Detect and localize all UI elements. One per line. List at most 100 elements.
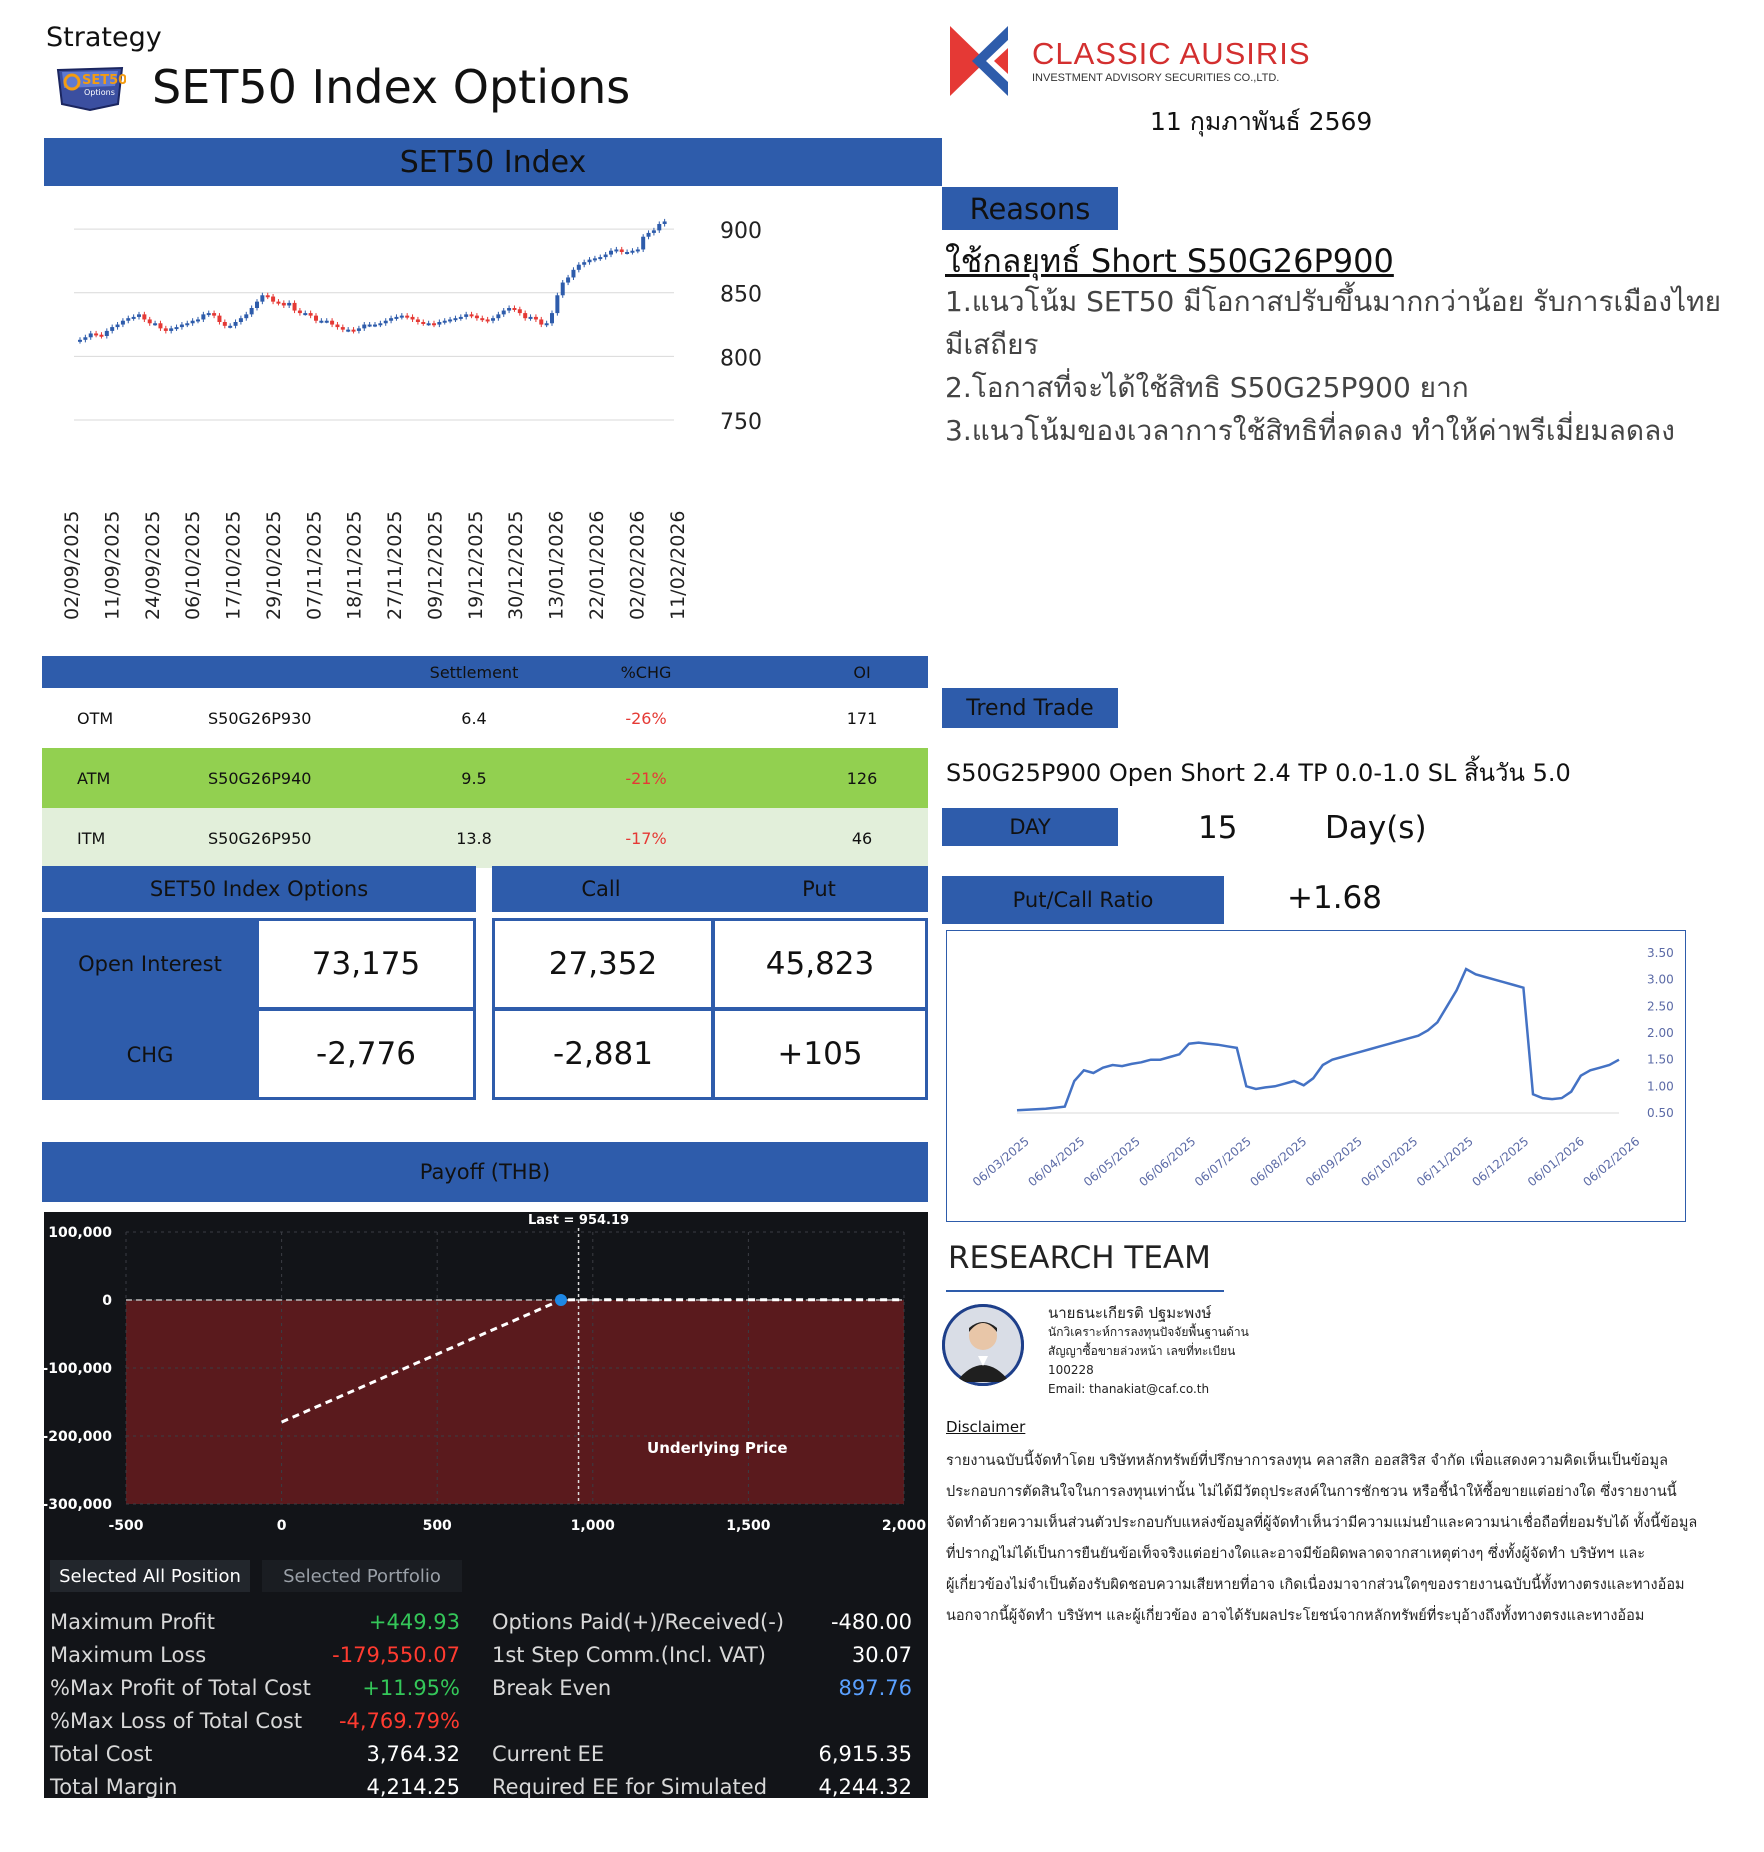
candle-body [507,308,512,311]
candle-body [641,236,646,250]
last-price-label: Last = 954.19 [528,1213,629,1228]
disclaimer-line: รายงานฉบับนี้จัดทำโดย บริษัทหลักทรัพย์ที… [946,1453,1668,1469]
candle-body [228,325,233,328]
y-tick-label: 800 [720,346,762,371]
index-chart-header: SET50 Index [44,138,942,186]
x-tick-label: 06/05/2025 [1081,1134,1143,1189]
candle-body [287,302,292,306]
analyst-email[interactable]: Email: thanakiat@caf.co.th [1048,1382,1210,1396]
open-interest-label: Open Interest [78,951,222,976]
candle-body [410,316,415,320]
tab-selected-portfolio[interactable]: Selected Portfolio [262,1560,462,1592]
put-call-ratio-value: +1.68 [1287,880,1382,916]
candle-body [271,296,276,302]
candle-body [555,295,560,314]
candle-body [373,324,377,327]
x-tick-label: 29/10/2025 [263,510,285,620]
candle-body [587,259,592,263]
candle-body [83,337,88,340]
x-tick-label: -500 [108,1518,143,1534]
stat-label: Current EE [492,1742,605,1766]
candle-body [340,327,345,330]
analyst-name: นายธนะเกียรติ ปฐมะพงษ์ [1048,1304,1212,1322]
stat-value: +449.93 [368,1610,460,1634]
y-tick-label: 850 [720,283,762,308]
x-tick-label: 24/09/2025 [142,510,164,620]
put-call-ratio-label: Put/Call Ratio [942,876,1224,924]
x-tick-label: 1,000 [571,1518,616,1534]
candle-body [474,315,479,319]
candle-body [158,323,163,329]
moneyness-cell: ATM [77,768,111,788]
candle-body [244,314,249,319]
analyst-info: นายธนะเกียรติ ปฐมะพงษ์ นักวิเคราะห์การลง… [1048,1304,1249,1399]
oi-put-value: 45,823 [712,918,928,1010]
candle-body [485,319,490,322]
disclaimer-text: รายงานฉบับนี้จัดทำโดย บริษัทหลักทรัพย์ที… [946,1446,1716,1632]
y-tick-label: -300,000 [44,1497,112,1513]
candle-body [131,316,136,319]
analyst-role: นักวิเคราะห์การลงทุนปัจจัยพื้นฐานด้าน [1048,1325,1249,1339]
research-divider [946,1290,1224,1292]
series-cell: S50G26P940 [208,768,312,788]
disclaimer-line: นอกจากนี้ผู้จัดทำ บริษัทฯ และผู้เกี่ยวข้… [946,1608,1645,1624]
candle-body [260,295,265,302]
candle-body [544,323,549,326]
x-tick-label: 06/06/2025 [1136,1134,1198,1189]
x-tick-label: 06/12/2025 [1469,1134,1531,1189]
x-tick-label: 0 [277,1518,287,1534]
candle-body [426,323,431,326]
series-cell: S50G26P930 [208,708,312,728]
summary-header: SET50 Index Options [42,866,476,912]
candle-body [469,314,474,317]
x-tick-label: 06/01/2026 [1525,1134,1587,1189]
y-tick-label: -200,000 [44,1429,112,1445]
brand-name: CLASSIC AUSIRIS [1032,36,1311,71]
x-tick-label: 06/03/2025 [970,1134,1032,1189]
candle-body [303,313,308,316]
classic-ausiris-logo [950,22,1040,100]
y-tick-label: 3.50 [1647,946,1674,960]
x-tick-label: 500 [423,1518,452,1534]
reasons-title: ใช้กลยุทธ์ Short S50G26P900 [945,242,1394,280]
chg-call-value: -2,881 [492,1008,714,1100]
oi-cell: 46 [851,828,873,848]
y-tick-label: 0 [102,1293,112,1309]
call-put-header: Call Put [492,866,928,912]
chg-label: CHG [126,1042,174,1067]
candle-body [142,314,147,320]
oi-cell: 171 [846,708,878,728]
x-tick-label: 06/04/2025 [1025,1134,1087,1189]
candle-body [356,328,361,331]
candle-body [630,250,635,253]
x-tick-label: 27/11/2025 [384,510,406,620]
stat-label: Total Margin [50,1775,178,1799]
reasons-list: 1.แนวโน้ม SET50 มีโอกาสปรับขึ้นมากกว่าน้… [945,280,1735,452]
candle-body [603,254,608,258]
y-tick-label: -100,000 [44,1361,112,1377]
candle-body [614,249,619,252]
y-tick-label: 900 [720,219,762,244]
candle-body [120,320,125,325]
candle-body [383,320,388,324]
candle-body [212,313,217,316]
settlement-cell: 6.4 [461,708,487,728]
candle-body [523,313,528,319]
candle-body [99,334,104,337]
candle-body [163,328,168,331]
stat-value: 30.07 [851,1643,912,1667]
analyst-role: สัญญาซื้อขายล่วงหน้า เลขที่ทะเบียน [1048,1344,1236,1358]
candle-body [646,232,651,237]
stat-label: %Max Profit of Total Cost [50,1676,311,1700]
tab-selected-all-position[interactable]: Selected All Position [50,1560,250,1592]
put-call-ratio-chart: 3.503.002.502.001.501.000.5006/03/202506… [946,930,1686,1222]
candle-body [78,339,82,342]
brand-subtitle: INVESTMENT ADVISORY SECURITIES CO.,LTD. [1032,72,1280,84]
candle-body [330,320,335,325]
candle-body [147,319,152,324]
series-cell: S50G26P950 [208,828,312,848]
x-tick-label: 07/11/2025 [303,510,325,620]
candle-body [110,327,115,331]
candle-body [265,295,270,298]
stat-value: 3,764.32 [366,1742,460,1766]
